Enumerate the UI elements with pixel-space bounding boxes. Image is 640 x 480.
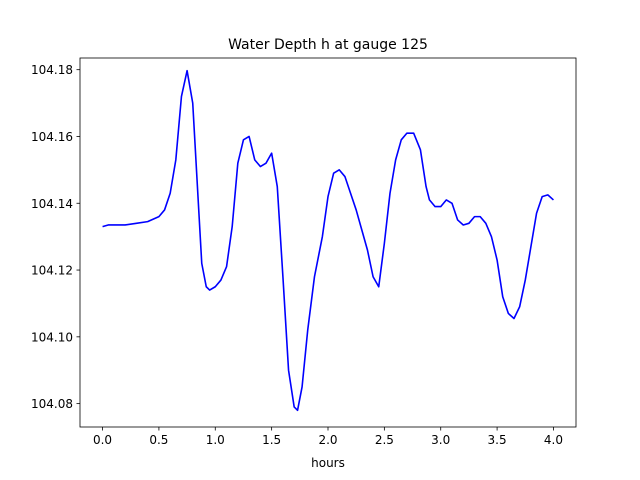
x-tick-label: 1.0 — [206, 433, 225, 447]
x-tick-label: 0.0 — [93, 433, 112, 447]
plot-area: 0.0 0.5 1.0 1.5 2.0 2.5 3.0 3.5 4.0 104.08 104.10 1… — [31, 57, 577, 447]
x-tick-label: 2.5 — [375, 433, 394, 447]
x-tick-label: 3.0 — [431, 433, 450, 447]
y-tick-label: 104.12 — [31, 264, 73, 278]
x-tick-label: 3.5 — [488, 433, 507, 447]
x-axis-title: hours — [311, 456, 345, 470]
x-tick-label: 4.0 — [544, 433, 563, 447]
x-tick-label: 0.5 — [149, 433, 168, 447]
x-tick-label: 1.5 — [262, 433, 281, 447]
x-tick-label: 2.0 — [318, 433, 337, 447]
y-tick-label: 104.14 — [31, 197, 73, 211]
y-tick-label: 104.18 — [31, 63, 73, 77]
y-tick-label: 104.10 — [31, 330, 73, 344]
y-tick-label: 104.16 — [31, 130, 73, 144]
series-line-0 — [102, 69, 554, 412]
chart-title: Water Depth h at gauge 125 — [228, 37, 428, 53]
y-tick-label: 104.08 — [31, 397, 73, 411]
